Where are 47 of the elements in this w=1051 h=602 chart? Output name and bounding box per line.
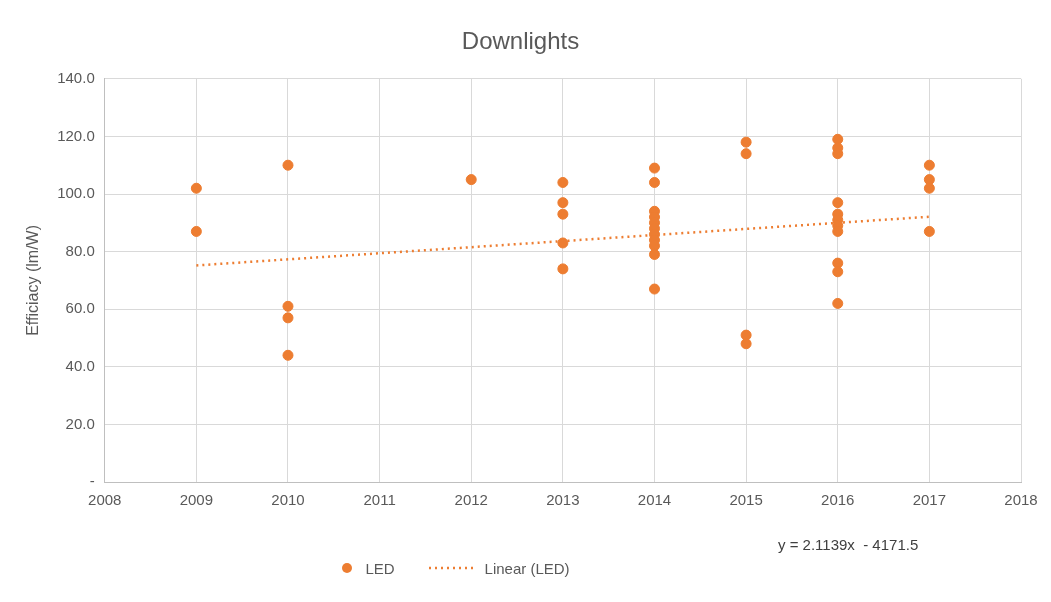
point <box>832 266 844 278</box>
point <box>740 338 752 350</box>
y-tick-label: 40.0 <box>65 356 95 374</box>
point <box>282 349 294 361</box>
legend-label: LED <box>365 559 395 577</box>
y-axis-title: Efficiacy (lm/W) <box>24 224 42 336</box>
point <box>190 225 202 237</box>
point <box>649 283 660 295</box>
point <box>557 197 569 209</box>
x-tick-label: 2010 <box>271 491 305 509</box>
y-tick-label: 140.0 <box>57 68 95 86</box>
point <box>923 159 935 171</box>
point <box>740 136 752 148</box>
point <box>649 162 660 174</box>
legend-label: Linear (LED) <box>484 559 570 577</box>
x-tick-label: 2016 <box>821 491 855 509</box>
x-tick-label: 2017 <box>912 491 947 509</box>
point <box>649 176 660 188</box>
x-tick-label: 2013 <box>546 491 580 509</box>
point <box>832 197 844 209</box>
x-tick-label: 2012 <box>454 491 488 509</box>
y-tick-label: 80.0 <box>65 241 95 259</box>
point <box>557 263 569 275</box>
x-tick-label: 2014 <box>637 491 672 509</box>
x-tick-label: 2018 <box>1004 491 1038 509</box>
chart-title: Downlights <box>461 27 580 55</box>
point <box>190 182 202 194</box>
point <box>923 225 935 237</box>
point <box>557 176 569 188</box>
y-tick-label: 120.0 <box>57 126 95 144</box>
y-tick-label: - <box>89 472 95 490</box>
point <box>740 148 752 160</box>
point <box>465 174 477 186</box>
y-tick-label: 100.0 <box>57 184 95 202</box>
x-tick-label: 2008 <box>88 491 122 509</box>
point <box>557 208 569 220</box>
point <box>557 237 569 249</box>
x-tick-label: 2015 <box>729 491 763 509</box>
point <box>282 300 294 312</box>
point <box>282 312 294 324</box>
x-tick-label: 2011 <box>363 491 396 509</box>
y-tick-label: 20.0 <box>65 414 95 432</box>
point <box>832 297 844 309</box>
point <box>282 159 294 171</box>
y-tick-label: 60.0 <box>65 299 95 317</box>
x-tick-label: 2009 <box>179 491 214 509</box>
text: y = 2.1139x - 4171.5 <box>778 536 919 554</box>
